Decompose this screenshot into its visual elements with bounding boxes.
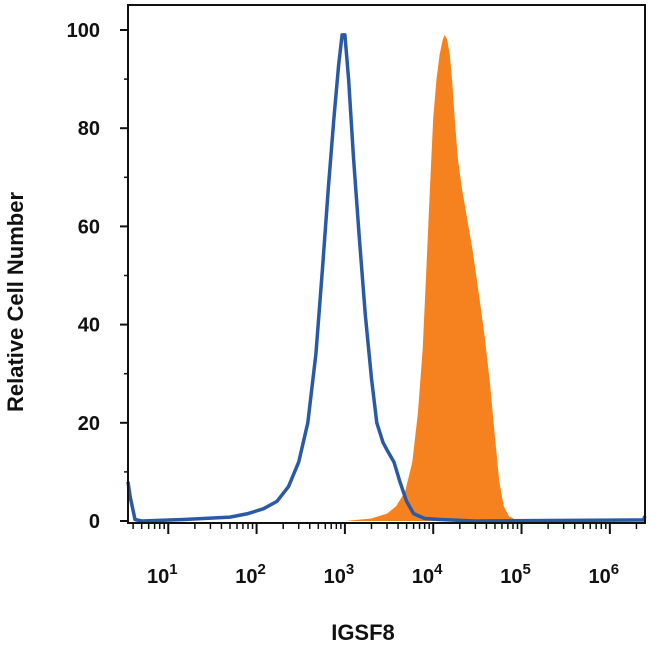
y-axis: 0 20 40 60 80 100 bbox=[67, 20, 128, 533]
series-1-outline-histogram bbox=[126, 33, 647, 523]
x-tick-label: 105 bbox=[500, 561, 531, 588]
y-tick-label: 100 bbox=[67, 20, 100, 42]
y-tick-label: 60 bbox=[78, 216, 100, 238]
x-tick-label: 103 bbox=[324, 561, 355, 588]
x-tick-label: 106 bbox=[589, 561, 620, 588]
series-layer bbox=[126, 33, 647, 523]
x-tick-label: 102 bbox=[235, 561, 266, 588]
y-tick-label: 40 bbox=[78, 315, 100, 337]
x-axis-title: IGSF8 bbox=[331, 620, 395, 645]
y-tick-label: 20 bbox=[78, 413, 100, 435]
y-axis-title: Relative Cell Number bbox=[3, 192, 28, 413]
x-tick-label: 101 bbox=[147, 561, 178, 588]
x-axis: 101 102 103 104 105 106 bbox=[132, 523, 638, 588]
x-tick-label: 104 bbox=[412, 561, 443, 588]
y-tick-label: 0 bbox=[89, 511, 100, 533]
y-tick-label: 80 bbox=[78, 118, 100, 140]
